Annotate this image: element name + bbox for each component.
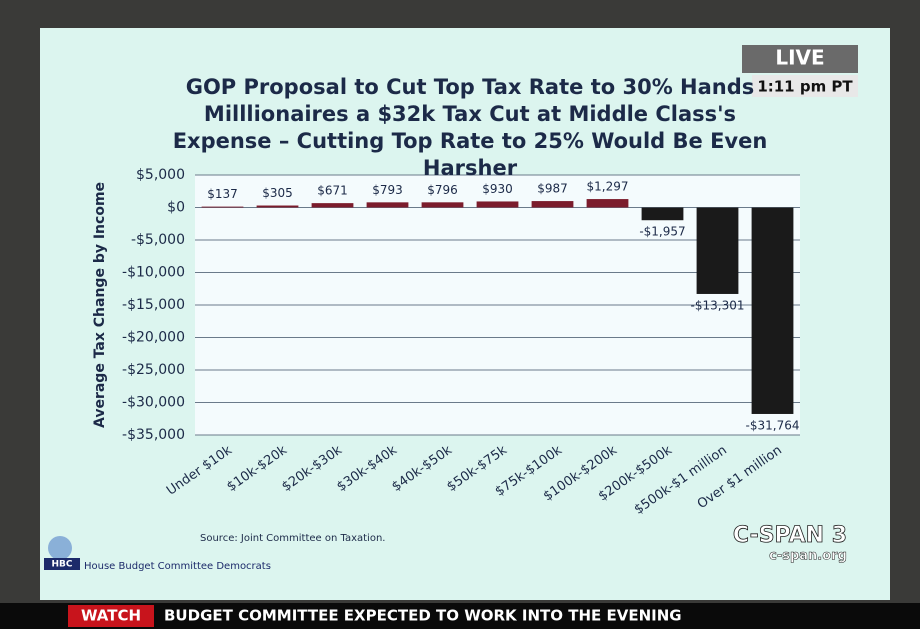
y-tick-label: -$25,000 <box>122 362 185 378</box>
value-label: $793 <box>372 183 403 197</box>
bar <box>641 207 684 221</box>
y-tick-label: -$10,000 <box>122 265 185 281</box>
value-label: $796 <box>427 183 458 197</box>
bar <box>696 207 739 294</box>
ticker: BUDGET COMMITTEE EXPECTED TO WORK INTO T… <box>164 607 682 625</box>
y-tick-label: -$15,000 <box>122 297 185 313</box>
bar <box>476 201 519 208</box>
value-label: $305 <box>262 186 293 200</box>
bar <box>311 203 354 208</box>
bar <box>531 201 574 208</box>
time-box <box>752 75 858 97</box>
bar <box>586 199 629 208</box>
value-label: -$1,957 <box>639 225 685 239</box>
y-tick-label: $5,000 <box>136 167 185 183</box>
bar <box>751 207 794 414</box>
network: C-SPAN 3 <box>733 523 847 548</box>
website: c-span.org <box>769 549 847 564</box>
bar <box>256 205 299 208</box>
bar <box>201 206 244 208</box>
chart-title: GOP Proposal to Cut Top Tax Rate to 30% … <box>172 75 768 180</box>
value-label: $137 <box>207 187 238 201</box>
value-label: $930 <box>482 182 513 196</box>
y-tick-label: -$5,000 <box>131 232 185 248</box>
value-label: $671 <box>317 184 348 198</box>
live-box <box>742 45 858 73</box>
bar <box>421 202 464 208</box>
value-label: $1,297 <box>587 180 629 194</box>
y-tick-label: -$20,000 <box>122 330 185 346</box>
watch-box <box>68 605 154 627</box>
logo-initials: HBC <box>52 560 73 570</box>
y-tick-label: $0 <box>167 200 185 216</box>
logo-name: House Budget Committee Democrats <box>84 561 271 572</box>
watch: WATCH <box>81 607 141 625</box>
time: 1:11 pm PT <box>757 78 853 96</box>
live: LIVE <box>775 46 824 70</box>
value-label: $987 <box>537 182 568 196</box>
y-axis-label: Average Tax Change by Income <box>92 182 108 428</box>
source: Source: Joint Committee on Taxation. <box>200 533 385 544</box>
logo-box <box>44 558 80 570</box>
y-tick-label: -$30,000 <box>122 395 185 411</box>
bar <box>366 202 409 208</box>
value-label: -$13,301 <box>691 298 745 312</box>
value-label: -$31,764 <box>746 418 800 432</box>
logo-dome <box>48 536 72 560</box>
y-tick-label: -$35,000 <box>122 427 185 443</box>
